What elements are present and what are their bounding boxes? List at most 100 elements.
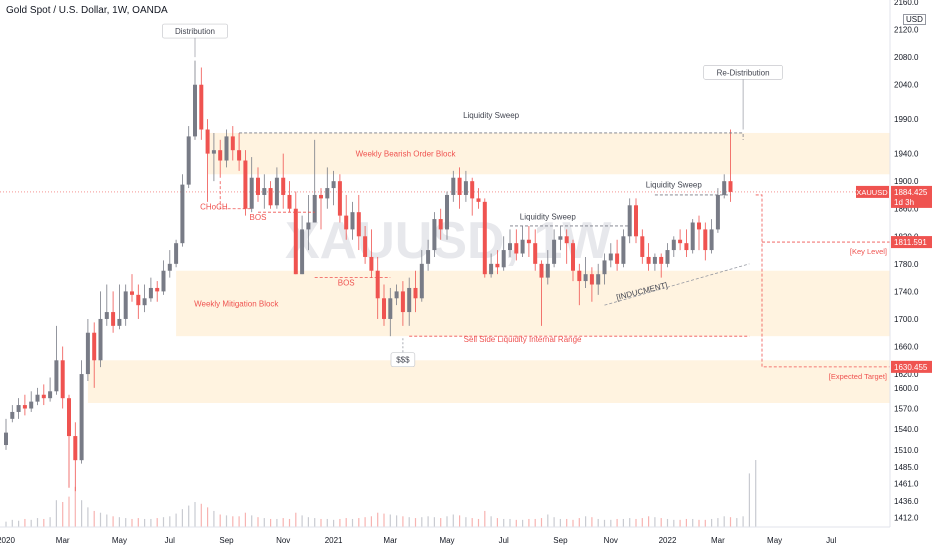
candle-body[interactable] — [634, 205, 638, 237]
candle-body[interactable] — [671, 239, 676, 251]
candle-body[interactable] — [16, 405, 21, 412]
candle-body[interactable] — [451, 177, 456, 195]
candle-body[interactable] — [678, 239, 683, 244]
candle-body[interactable] — [167, 263, 172, 271]
candle-body[interactable] — [35, 394, 40, 402]
candle-body[interactable] — [92, 332, 97, 361]
candle-body[interactable] — [514, 243, 519, 254]
candle-body[interactable] — [29, 401, 34, 409]
candle-body[interactable] — [211, 150, 216, 154]
candle-body[interactable] — [445, 194, 449, 230]
candle-body[interactable] — [98, 318, 103, 361]
candle-body[interactable] — [463, 181, 468, 195]
candle-body[interactable] — [111, 312, 116, 326]
candle-body[interactable] — [520, 239, 525, 254]
candle-body[interactable] — [123, 291, 128, 319]
candle-body[interactable] — [337, 181, 342, 216]
candle-body[interactable] — [199, 84, 204, 130]
candle-body[interactable] — [104, 312, 109, 319]
candle-body[interactable] — [331, 181, 336, 189]
candle-body[interactable] — [709, 229, 714, 251]
candle-body[interactable] — [508, 243, 512, 251]
candle-body[interactable] — [438, 219, 443, 230]
candle-body[interactable] — [73, 436, 78, 461]
candle-body[interactable] — [476, 198, 481, 202]
candle-body[interactable] — [79, 374, 84, 461]
candle-body[interactable] — [457, 177, 462, 195]
candle-body[interactable] — [344, 215, 349, 230]
candle-body[interactable] — [684, 243, 689, 251]
candle-body[interactable] — [407, 287, 412, 313]
candle-body[interactable] — [67, 398, 71, 437]
candle-body[interactable] — [180, 184, 185, 244]
candle-body[interactable] — [419, 263, 424, 299]
candle-body[interactable] — [697, 222, 701, 230]
candle-body[interactable] — [230, 136, 235, 151]
candle-body[interactable] — [722, 181, 727, 195]
candle-body[interactable] — [281, 177, 286, 195]
candle-body[interactable] — [495, 263, 500, 268]
candle-body[interactable] — [4, 432, 8, 446]
candle-body[interactable] — [155, 287, 160, 292]
candle-body[interactable] — [426, 250, 431, 264]
candle-body[interactable] — [174, 243, 179, 264]
candle-body[interactable] — [583, 274, 588, 282]
candle-body[interactable] — [539, 263, 544, 278]
candle-body[interactable] — [602, 260, 607, 275]
candle-body[interactable] — [205, 129, 210, 154]
candle-body[interactable] — [558, 236, 563, 240]
candle-body[interactable] — [193, 84, 197, 137]
candle-body[interactable] — [394, 291, 399, 299]
currency-button[interactable]: USD — [903, 14, 926, 25]
candle-body[interactable] — [60, 360, 65, 399]
candle-body[interactable] — [268, 188, 273, 206]
candle-body[interactable] — [306, 222, 311, 230]
candle-body[interactable] — [545, 263, 550, 278]
candle-body[interactable] — [621, 236, 626, 264]
candle-body[interactable] — [640, 236, 645, 257]
candle-body[interactable] — [41, 394, 46, 399]
candle-body[interactable] — [319, 194, 323, 199]
candle-body[interactable] — [659, 256, 664, 264]
candle-body[interactable] — [256, 177, 260, 195]
candle-body[interactable] — [312, 194, 317, 223]
candle-body[interactable] — [325, 188, 330, 199]
candle-body[interactable] — [148, 287, 153, 299]
candle-body[interactable] — [142, 298, 147, 306]
candle-body[interactable] — [703, 229, 708, 251]
candle-body[interactable] — [470, 181, 475, 199]
candle-body[interactable] — [48, 391, 53, 399]
candle-body[interactable] — [526, 239, 531, 244]
candle-body[interactable] — [186, 136, 191, 185]
candle-body[interactable] — [589, 274, 594, 285]
candle-body[interactable] — [10, 411, 15, 419]
candle-body[interactable] — [627, 205, 632, 237]
candle-body[interactable] — [728, 181, 733, 192]
candle-body[interactable] — [489, 263, 494, 275]
candle-body[interactable] — [615, 253, 620, 264]
candle-body[interactable] — [287, 194, 292, 209]
candle-body[interactable] — [54, 360, 59, 392]
candle-body[interactable] — [571, 243, 575, 271]
candle-body[interactable] — [375, 270, 380, 299]
candle-body[interactable] — [130, 291, 134, 295]
candle-body[interactable] — [564, 236, 569, 244]
candle-body[interactable] — [300, 229, 305, 275]
candle-body[interactable] — [665, 250, 670, 264]
candle-body[interactable] — [22, 405, 27, 409]
candle-body[interactable] — [501, 250, 506, 268]
candle-body[interactable] — [413, 287, 418, 299]
candle-body[interactable] — [274, 177, 279, 206]
candle-body[interactable] — [690, 222, 695, 251]
candle-body[interactable] — [224, 136, 229, 161]
candle-body[interactable] — [356, 212, 361, 237]
candle-body[interactable] — [237, 150, 242, 161]
candle-body[interactable] — [363, 236, 368, 257]
candle-body[interactable] — [382, 298, 386, 319]
candle-body[interactable] — [577, 270, 582, 282]
candle-body[interactable] — [533, 243, 538, 264]
candle-body[interactable] — [249, 177, 254, 209]
candle-body[interactable] — [432, 219, 437, 251]
candle-body[interactable] — [161, 270, 166, 292]
